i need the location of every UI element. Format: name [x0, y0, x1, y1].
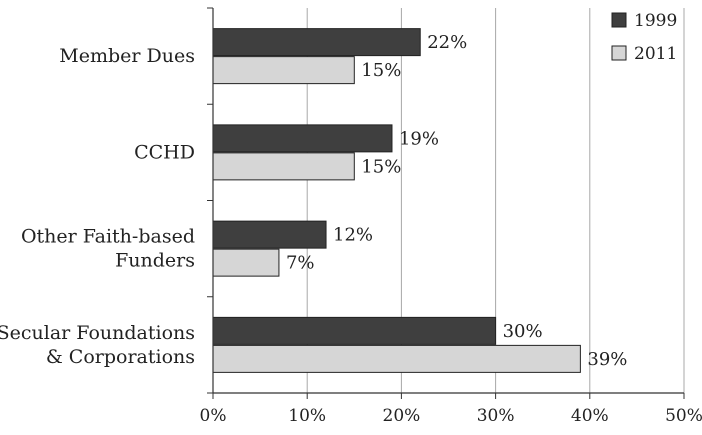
value-label-2011: 15%	[361, 60, 401, 81]
axes	[207, 7, 685, 399]
value-labels: 22% 15% 19% 15% 12% 7% 30% 39%	[286, 32, 627, 370]
bar-2011	[212, 152, 355, 181]
bar-1999	[212, 124, 393, 153]
x-tick-label: 0%	[200, 406, 227, 426]
category-label: & Corporations	[46, 346, 195, 368]
category-label: Funders	[115, 250, 195, 272]
value-label-1999: 19%	[399, 128, 439, 149]
legend: 1999 2011	[611, 11, 677, 64]
legend-label-1999: 1999	[634, 11, 677, 31]
value-label-2011: 15%	[361, 156, 401, 177]
category-label: Secular Foundations	[0, 322, 195, 344]
category-label: Member Dues	[59, 45, 195, 67]
bar-2011	[212, 56, 355, 85]
x-tick-label: 20%	[383, 406, 421, 426]
bar-1999	[212, 28, 421, 57]
bar-1999	[212, 316, 497, 345]
bar-2011	[212, 248, 280, 277]
bar-2011	[212, 344, 581, 373]
value-label-1999: 22%	[427, 32, 467, 53]
legend-swatch-1999	[611, 12, 627, 28]
category-label: Other Faith-based	[21, 226, 195, 248]
bar-1999	[212, 220, 327, 249]
x-tick-label: 30%	[477, 406, 515, 426]
x-tick-labels: 0% 10% 20% 30% 40% 50%	[200, 406, 702, 426]
value-label-2011: 7%	[286, 253, 315, 274]
value-label-1999: 12%	[333, 225, 373, 246]
value-label-1999: 30%	[503, 321, 543, 342]
x-tick-label: 10%	[288, 406, 326, 426]
legend-swatch-2011	[611, 45, 627, 61]
x-tick-label: 40%	[571, 406, 609, 426]
legend-label-2011: 2011	[634, 44, 677, 64]
value-label-2011: 39%	[587, 349, 627, 370]
x-tick-label: 50%	[665, 406, 702, 426]
category-label: CCHD	[134, 141, 195, 163]
